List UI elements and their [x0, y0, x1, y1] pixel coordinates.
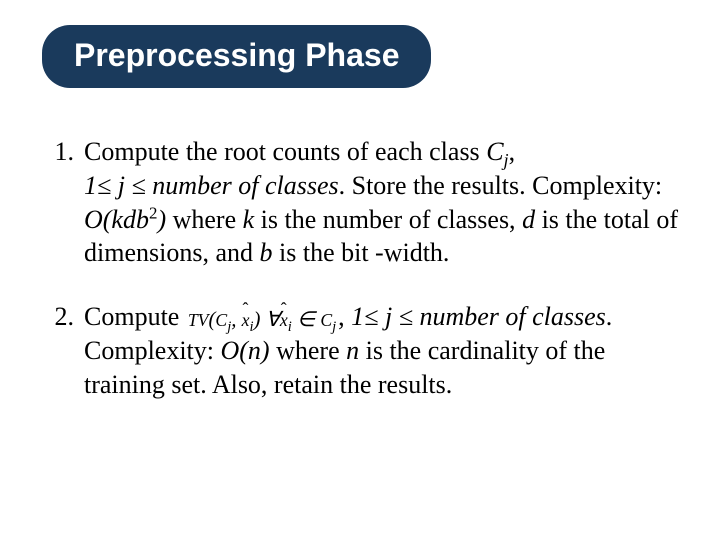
text: .: [606, 302, 613, 331]
var-b: b: [260, 238, 273, 267]
text: is the number of classes,: [254, 205, 522, 234]
le-symbol: ≤: [399, 302, 413, 331]
var-C: C: [215, 310, 227, 330]
text: . Store the results.: [339, 171, 526, 200]
le-symbol: ≤: [364, 302, 378, 331]
item-number: 1.: [36, 135, 84, 270]
item-body: Compute TV(Cj, xi) ∀xi ∈ Cj, 1≤ j ≤ numb…: [84, 300, 684, 401]
in-symbol: ∈: [292, 308, 321, 331]
list-item-1: 1. Compute the root counts of each class…: [36, 135, 684, 270]
var-n: n: [346, 336, 359, 365]
list-item-2: 2. Compute TV(Cj, xi) ∀xi ∈ Cj, 1≤ j ≤ n…: [36, 300, 684, 401]
var-x-hat: x: [280, 309, 288, 332]
comma: ,: [231, 308, 241, 331]
text: Complexity:: [532, 171, 662, 200]
paren-close: ): [157, 205, 166, 234]
range-1: 1: [84, 171, 97, 200]
range-1: 1: [351, 302, 364, 331]
var-x-hat: x: [242, 309, 250, 332]
text: where: [166, 205, 243, 234]
big-O: O(n): [221, 336, 270, 365]
content-area: 1. Compute the root counts of each class…: [36, 135, 684, 432]
title-pill: Preprocessing Phase: [42, 25, 431, 88]
text: Compute: [84, 302, 186, 331]
item-number: 2.: [36, 300, 84, 401]
text: Complexity:: [84, 336, 221, 365]
title-text: Preprocessing Phase: [74, 37, 399, 73]
text: where: [270, 336, 347, 365]
forall: ∀: [266, 308, 280, 331]
range-classes: number of classes: [413, 302, 606, 331]
text: ,: [338, 302, 351, 331]
tv: TV: [188, 310, 209, 330]
text: is the bit -width.: [273, 238, 450, 267]
item-body: Compute the root counts of each class Cj…: [84, 135, 684, 270]
text: Compute the root counts of each class: [84, 137, 486, 166]
var-C: C: [320, 310, 332, 330]
var-C: C: [486, 137, 503, 166]
var-d: d: [522, 205, 535, 234]
paren: ): [254, 308, 261, 331]
sub-j: j: [332, 319, 336, 335]
big-O: O(kdb: [84, 205, 149, 234]
le-symbol: ≤: [97, 171, 111, 200]
range-classes: number of classes: [146, 171, 339, 200]
range-j: j: [378, 302, 398, 331]
range-j: j: [111, 171, 131, 200]
le-symbol: ≤: [132, 171, 146, 200]
formula-tv: TV(Cj, xi) ∀xi ∈ Cj: [188, 306, 336, 333]
var-k: k: [243, 205, 255, 234]
text: ,: [509, 137, 516, 166]
